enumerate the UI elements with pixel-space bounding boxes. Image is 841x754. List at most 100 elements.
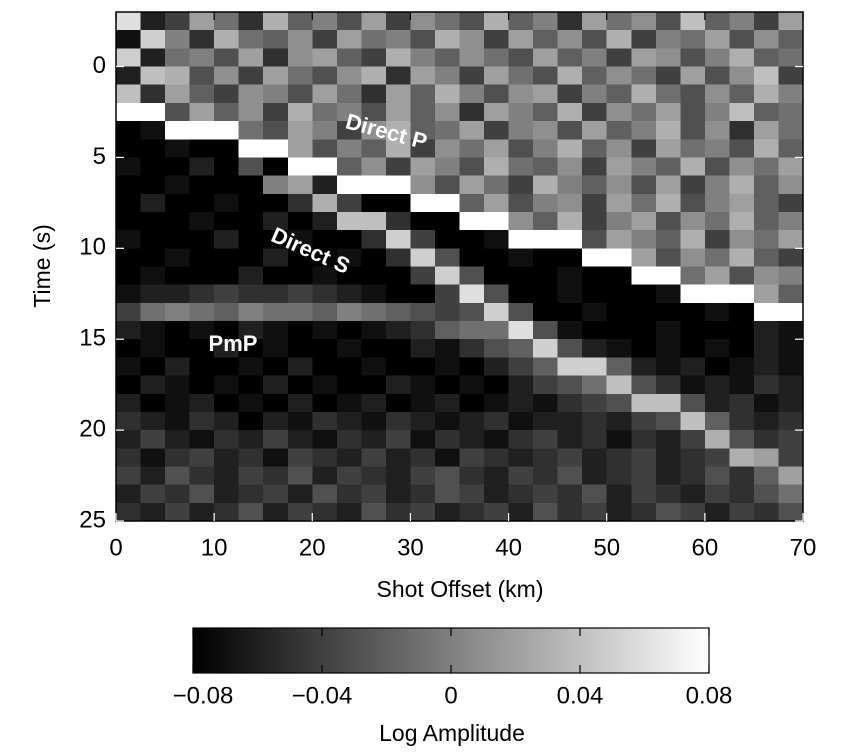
heatmap-cell [336,430,362,449]
heatmap-cell [336,357,362,377]
heatmap-cell [238,193,264,213]
heatmap-cell [729,502,755,522]
heatmap-cell [680,193,706,213]
heatmap-cell [361,466,387,486]
heatmap-cell [165,393,191,413]
heatmap-cell [631,321,657,340]
heatmap-cell [484,430,510,449]
heatmap-cell [189,175,215,195]
heatmap-cell [165,121,191,140]
heatmap-cell [533,30,559,49]
heatmap-cell [165,30,191,49]
heatmap-cell [263,430,289,449]
heatmap-cell [606,466,632,486]
heatmap-cell [729,211,755,231]
heatmap-cell [729,284,755,304]
heatmap-cell [361,157,387,177]
heatmap-cell [704,448,730,468]
heatmap-cell [753,321,780,340]
heatmap-cell [729,302,755,322]
heatmap-cell [753,12,780,31]
heatmap-cell [704,84,730,104]
heatmap-cell [165,175,191,195]
heatmap-cell [459,375,485,395]
heatmap-cell [385,357,412,377]
axes: 0 10 20 30 40 50 60 70 0 5 10 15 20 25 [79,12,816,561]
heatmap-cell [165,84,191,104]
heatmap-cell [533,157,559,177]
heatmap-cell [165,430,191,449]
heatmap-cell [484,321,510,340]
heatmap-cell [459,321,485,340]
heatmap-cell [385,284,412,304]
heatmap-cell [116,12,142,31]
heatmap-cell [312,339,338,358]
heatmap-cell [533,484,559,504]
heatmap-cell [533,448,559,468]
heatmap-cell [116,48,142,68]
heatmap-cell [680,12,706,31]
heatmap-cell [729,393,755,413]
heatmap-cell [533,84,559,104]
heatmap-cell [165,266,191,286]
heatmap-cell [484,375,510,395]
heatmap-cell [410,211,436,231]
y-tick-label: 20 [79,415,106,442]
heatmap-cell [631,484,657,504]
heatmap-cell [312,84,338,104]
heatmap-cell [312,502,338,522]
heatmap-cell [410,102,436,122]
heatmap-cell [189,139,215,159]
heatmap-cell [508,466,534,486]
heatmap-cell [704,393,730,413]
heatmap-cell [459,393,485,413]
heatmap-cell [753,339,780,358]
heatmap-cell [704,139,730,159]
heatmap-cell [631,157,657,177]
heatmap-cell [165,448,191,468]
heatmap-cell [582,66,608,86]
heatmap-cell [704,66,730,86]
heatmap-cell [655,66,681,86]
heatmap-cell [116,357,142,377]
heatmap-cell [287,266,313,286]
heatmap-cell [459,357,485,377]
heatmap-cell [606,302,632,322]
heatmap-cell [165,48,191,68]
heatmap-cell [214,66,240,86]
colorbar-tick-label: 0.04 [557,682,604,709]
heatmap-cell [557,448,583,468]
heatmap-cell [189,375,215,395]
heatmap-cell [263,48,289,68]
heatmap-cell [778,193,804,213]
heatmap-cell [238,230,264,249]
heatmap-cell [508,484,534,504]
heatmap-cell [778,84,804,104]
heatmap-cell [533,230,559,249]
heatmap-cell [189,211,215,231]
heatmap-cell [606,102,632,122]
heatmap-cell [704,357,730,377]
heatmap-cell [165,66,191,86]
heatmap-cell [410,339,436,358]
heatmap-cell [557,230,583,249]
heatmap-cell [116,139,142,159]
heatmap-cell [165,466,191,486]
x-tick-label: 30 [397,534,424,561]
heatmap-cell [606,321,632,340]
heatmap-cell [704,48,730,68]
heatmap-cell [680,302,706,322]
heatmap-cell [434,66,461,86]
heatmap-cell [704,248,730,268]
heatmap-cell [189,266,215,286]
heatmap-cell [508,157,534,177]
heatmap-cell [361,193,387,213]
heatmap-cell [533,266,559,286]
heatmap-cell [336,193,362,213]
heatmap-cell [655,30,681,49]
heatmap-cell [508,30,534,49]
heatmap-cell [557,266,583,286]
heatmap-cell [263,339,289,358]
heatmap-cell [655,448,681,468]
heatmap-cell [557,121,583,140]
